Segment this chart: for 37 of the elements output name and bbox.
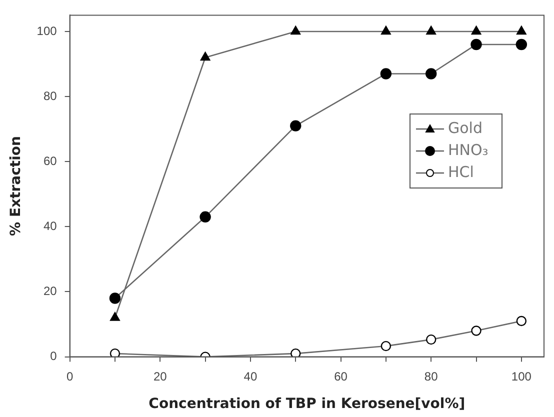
point (110, 312, 120, 321)
point (516, 38, 528, 50)
point (290, 348, 301, 357)
legend-label: Gold (448, 118, 482, 137)
point (426, 68, 437, 80)
point (426, 26, 436, 35)
x-tick-label: 20 (153, 369, 168, 384)
y-axis-title: % Extraction (8, 136, 24, 236)
point (470, 38, 482, 50)
y-tick-label: 40 (43, 218, 58, 233)
point (426, 334, 436, 345)
point (109, 292, 121, 304)
y-tick-label: 60 (43, 154, 58, 168)
y-tick-label: 100 (36, 24, 58, 38)
y-tick-label: 20 (43, 284, 58, 298)
point (380, 340, 392, 352)
point (471, 326, 482, 336)
point (381, 26, 391, 35)
point (290, 26, 301, 35)
point (110, 348, 120, 357)
point (200, 52, 210, 61)
x-tick-label: 60 (334, 369, 348, 384)
x-tick-label: 0 (66, 369, 74, 384)
point (516, 26, 526, 35)
y-tick-label: 80 (43, 88, 58, 103)
point (200, 211, 211, 223)
x-axis-title: Concentration of TBP in Kerosene[vol%] (148, 396, 466, 412)
point (516, 316, 527, 326)
legend-label: HCl (448, 162, 474, 181)
legend-label: HNO₃ (448, 140, 488, 159)
x-tick-label: 80 (424, 369, 438, 384)
y-tick-label: 0 (50, 349, 58, 364)
point (380, 68, 392, 80)
point (290, 120, 302, 132)
x-tick-label: 40 (244, 369, 258, 384)
point (471, 26, 482, 35)
x-tick-label: 100 (511, 369, 532, 384)
